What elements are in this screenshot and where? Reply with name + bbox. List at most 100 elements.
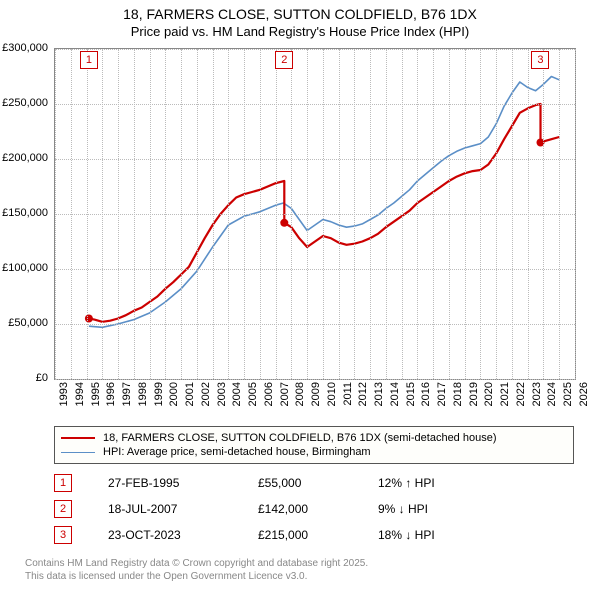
gridline-v bbox=[291, 49, 292, 379]
gridline-h bbox=[55, 379, 575, 380]
gridline-v bbox=[244, 49, 245, 379]
y-tick-label: £0 bbox=[0, 372, 48, 384]
gridline-v bbox=[276, 49, 277, 379]
x-tick-label: 2012 bbox=[357, 382, 369, 406]
tx-delta: 12% ↑ HPI bbox=[378, 476, 574, 490]
gridline-v bbox=[543, 49, 544, 379]
gridline-v bbox=[402, 49, 403, 379]
legend-label-hpi: HPI: Average price, semi-detached house,… bbox=[103, 446, 371, 458]
x-tick-label: 2014 bbox=[389, 382, 401, 406]
legend-swatch-property bbox=[61, 437, 95, 439]
x-tick-label: 2016 bbox=[420, 382, 432, 406]
x-tick-label: 2024 bbox=[546, 382, 558, 406]
gridline-v bbox=[496, 49, 497, 379]
legend-row: 18, FARMERS CLOSE, SUTTON COLDFIELD, B76… bbox=[61, 431, 567, 445]
gridline-v bbox=[433, 49, 434, 379]
x-tick-label: 1993 bbox=[58, 382, 70, 406]
x-tick-label: 1995 bbox=[90, 382, 102, 406]
x-tick-label: 2019 bbox=[468, 382, 480, 406]
y-tick-label: £150,000 bbox=[0, 207, 48, 219]
gridline-v bbox=[197, 49, 198, 379]
gridline-v bbox=[260, 49, 261, 379]
transactions-table: 1 27-FEB-1995 £55,000 12% ↑ HPI 2 18-JUL… bbox=[54, 470, 574, 548]
x-tick-label: 2020 bbox=[483, 382, 495, 406]
chart-title-line1: 18, FARMERS CLOSE, SUTTON COLDFIELD, B76… bbox=[0, 6, 600, 24]
gridline-v bbox=[512, 49, 513, 379]
legend-swatch-hpi bbox=[61, 452, 95, 453]
tx-delta: 18% ↓ HPI bbox=[378, 528, 574, 542]
y-tick-label: £50,000 bbox=[0, 317, 48, 329]
chart-marker-2: 2 bbox=[275, 51, 293, 69]
x-tick-label: 2008 bbox=[294, 382, 306, 406]
tx-marker-2: 2 bbox=[54, 500, 72, 518]
gridline-v bbox=[102, 49, 103, 379]
gridline-v bbox=[449, 49, 450, 379]
gridline-v bbox=[134, 49, 135, 379]
x-tick-label: 2005 bbox=[247, 382, 259, 406]
chart-title-line2: Price paid vs. HM Land Registry's House … bbox=[0, 24, 600, 40]
tx-price: £55,000 bbox=[258, 476, 378, 490]
chart-title-block: 18, FARMERS CLOSE, SUTTON COLDFIELD, B76… bbox=[0, 0, 600, 40]
x-tick-label: 2018 bbox=[452, 382, 464, 406]
gridline-v bbox=[575, 49, 576, 379]
gridline-v bbox=[71, 49, 72, 379]
x-tick-label: 2022 bbox=[515, 382, 527, 406]
x-tick-label: 2021 bbox=[499, 382, 511, 406]
x-tick-label: 2011 bbox=[342, 382, 354, 406]
x-tick-label: 2006 bbox=[263, 382, 275, 406]
gridline-v bbox=[228, 49, 229, 379]
gridline-v bbox=[55, 49, 56, 379]
x-tick-label: 2013 bbox=[373, 382, 385, 406]
chart-marker-1: 1 bbox=[80, 51, 98, 69]
table-row: 2 18-JUL-2007 £142,000 9% ↓ HPI bbox=[54, 496, 574, 522]
gridline-v bbox=[370, 49, 371, 379]
x-tick-label: 2023 bbox=[531, 382, 543, 406]
gridline-v bbox=[339, 49, 340, 379]
tx-date: 27-FEB-1995 bbox=[108, 476, 258, 490]
x-tick-label: 1999 bbox=[153, 382, 165, 406]
y-tick-label: £250,000 bbox=[0, 97, 48, 109]
x-tick-label: 2000 bbox=[168, 382, 180, 406]
x-tick-label: 2003 bbox=[216, 382, 228, 406]
tx-marker-1: 1 bbox=[54, 474, 72, 492]
gridline-v bbox=[213, 49, 214, 379]
gridline-v bbox=[118, 49, 119, 379]
x-tick-label: 2001 bbox=[184, 382, 196, 406]
page-root: 18, FARMERS CLOSE, SUTTON COLDFIELD, B76… bbox=[0, 0, 600, 590]
legend-row: HPI: Average price, semi-detached house,… bbox=[61, 445, 567, 459]
tx-delta: 9% ↓ HPI bbox=[378, 502, 574, 516]
footer-line1: Contains HM Land Registry data © Crown c… bbox=[25, 558, 368, 571]
x-tick-label: 2007 bbox=[279, 382, 291, 406]
table-row: 1 27-FEB-1995 £55,000 12% ↑ HPI bbox=[54, 470, 574, 496]
tx-price: £142,000 bbox=[258, 502, 378, 516]
x-tick-label: 1996 bbox=[105, 382, 117, 406]
legend-label-property: 18, FARMERS CLOSE, SUTTON COLDFIELD, B76… bbox=[103, 432, 497, 444]
chart-marker-3: 3 bbox=[531, 51, 549, 69]
gridline-v bbox=[181, 49, 182, 379]
table-row: 3 23-OCT-2023 £215,000 18% ↓ HPI bbox=[54, 522, 574, 548]
footer-attribution: Contains HM Land Registry data © Crown c… bbox=[25, 558, 368, 583]
gridline-v bbox=[465, 49, 466, 379]
tx-date: 18-JUL-2007 bbox=[108, 502, 258, 516]
gridline-v bbox=[386, 49, 387, 379]
x-tick-label: 2026 bbox=[578, 382, 590, 406]
chart-plot-area: 1 2 3 bbox=[54, 48, 576, 380]
tx-price: £215,000 bbox=[258, 528, 378, 542]
legend-box: 18, FARMERS CLOSE, SUTTON COLDFIELD, B76… bbox=[54, 426, 574, 464]
x-tick-label: 1998 bbox=[137, 382, 149, 406]
y-tick-label: £300,000 bbox=[0, 42, 48, 54]
gridline-v bbox=[354, 49, 355, 379]
x-tick-label: 2010 bbox=[326, 382, 338, 406]
y-tick-label: £100,000 bbox=[0, 262, 48, 274]
gridline-v bbox=[559, 49, 560, 379]
tx-date: 23-OCT-2023 bbox=[108, 528, 258, 542]
x-tick-label: 2025 bbox=[562, 382, 574, 406]
gridline-v bbox=[528, 49, 529, 379]
x-tick-label: 2004 bbox=[231, 382, 243, 406]
x-tick-label: 2015 bbox=[405, 382, 417, 406]
x-tick-label: 2009 bbox=[310, 382, 322, 406]
x-tick-label: 1997 bbox=[121, 382, 133, 406]
x-tick-label: 1994 bbox=[74, 382, 86, 406]
gridline-v bbox=[87, 49, 88, 379]
series-hpi bbox=[89, 77, 559, 328]
